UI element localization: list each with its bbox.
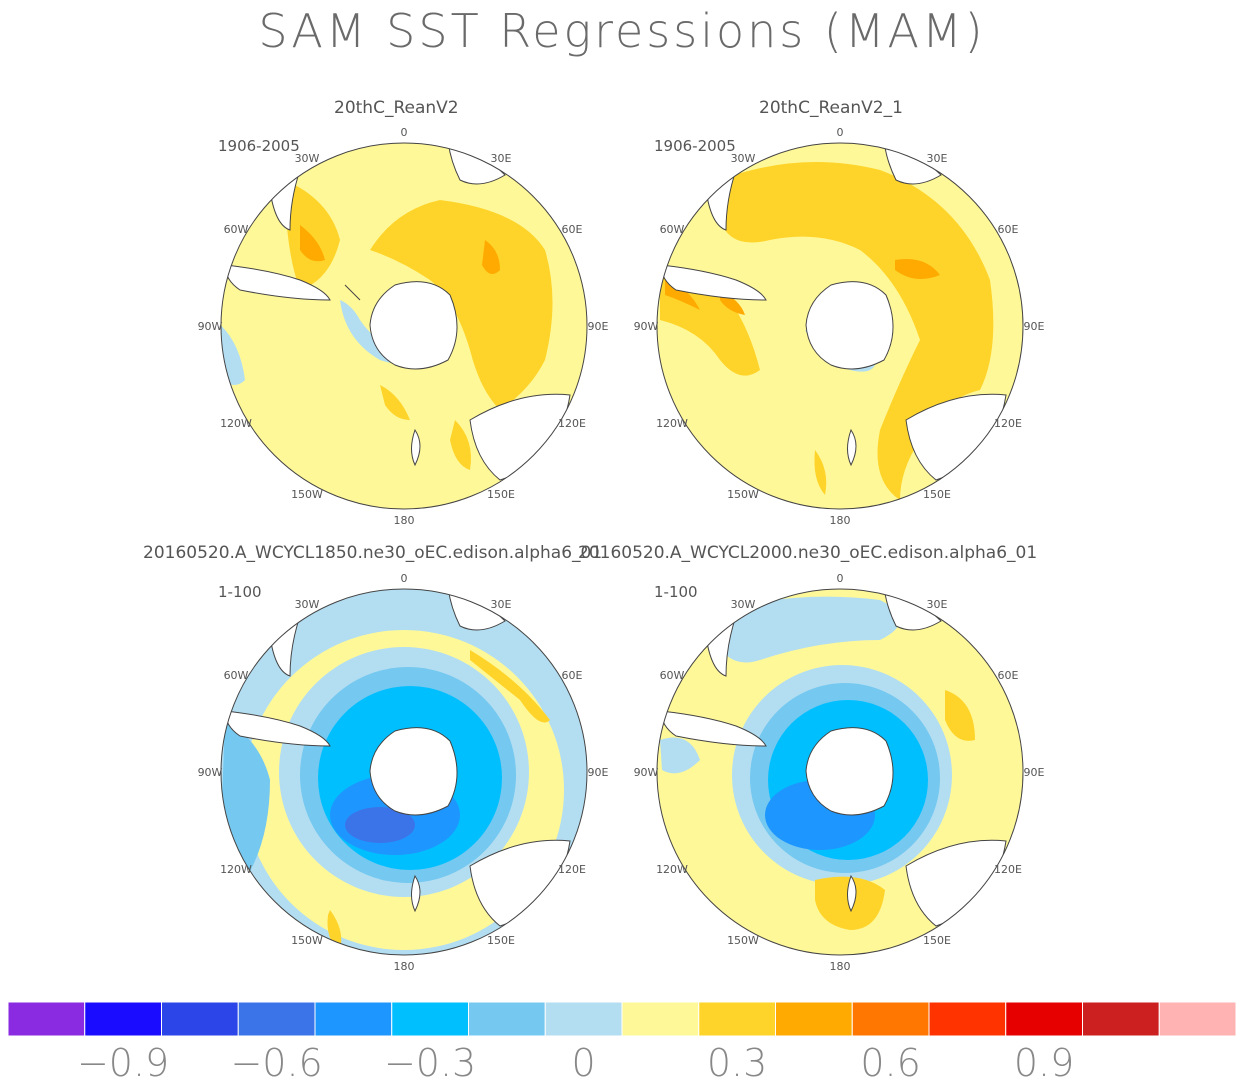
- colorbar-swatch-12: [928, 1001, 1007, 1037]
- lon-label-lon60w-panel2: 60W: [660, 223, 685, 236]
- main-title: SAM SST Regressions (MAM): [258, 4, 986, 58]
- lon-label-lon120w-panel1: 120W: [220, 417, 252, 430]
- colorbar-swatch-10: [775, 1001, 853, 1037]
- lon-label-lon30e-panel2: 30E: [927, 152, 948, 165]
- lon-label-lon120w-panel2: 120W: [656, 417, 688, 430]
- lon-label-lon180-panel2: 180: [830, 514, 851, 527]
- lon-label-lon60e-panel4: 60E: [998, 669, 1019, 682]
- colorbar: −0.9 −0.6 −0.3 0 0.3 0.6 0.9: [7, 1001, 1237, 1082]
- lon-label-lon30w-panel4: 30W: [731, 598, 756, 611]
- lon-label-lon0-panel2: 0: [837, 126, 844, 139]
- colorbar-swatch-3: [237, 1001, 316, 1037]
- lon-label-lon90e-panel2: 90E: [1024, 320, 1045, 333]
- lon-label-lon60e-panel1: 60E: [562, 223, 583, 236]
- colorbar-label-4: 0.3: [707, 1041, 767, 1082]
- colorbar-swatch-8: [621, 1001, 700, 1037]
- land-2: [660, 143, 1007, 481]
- colorbar-swatch-9: [698, 1001, 776, 1037]
- period-label-3: 1-100: [218, 583, 262, 601]
- colorbar-swatch-2: [161, 1001, 239, 1037]
- lon-label-lon60e-panel2: 60E: [998, 223, 1019, 236]
- colorbar-label-3: 0: [572, 1041, 596, 1082]
- lon-label-lon90e-panel1: 90E: [588, 320, 609, 333]
- lon-label-lon90e-panel4: 90E: [1024, 766, 1045, 779]
- lon-label-lon90w-panel1: 90W: [198, 320, 223, 333]
- lon-label-lon150e-panel2: 150E: [923, 488, 951, 501]
- colorbar-label-2: −0.3: [384, 1041, 476, 1082]
- colorbar-label-5: 0.6: [860, 1041, 920, 1082]
- lon-label-lon30e-panel3: 30E: [491, 598, 512, 611]
- period-label-4: 1-100: [654, 583, 698, 601]
- colorbar-swatch-1: [84, 1001, 162, 1037]
- lon-label-lon150e-panel4: 150E: [923, 934, 951, 947]
- land-1: [224, 143, 571, 481]
- lon-label-lon180-panel1: 180: [394, 514, 415, 527]
- lon-label-lon120w-panel4: 120W: [656, 863, 688, 876]
- colorbar-swatch-11: [851, 1001, 930, 1037]
- colorbar-swatch-14: [1082, 1001, 1160, 1037]
- lon-label-lon150e-panel1: 150E: [487, 488, 515, 501]
- lon-label-lon60w-panel1: 60W: [224, 223, 249, 236]
- lon-label-lon30e-panel4: 30E: [927, 598, 948, 611]
- colorbar-label-1: −0.6: [230, 1041, 322, 1082]
- lon-label-lon90w-panel2: 90W: [634, 320, 659, 333]
- colorbar-swatch-0: [7, 1001, 86, 1037]
- lon-label-lon60e-panel3: 60E: [562, 669, 583, 682]
- lon-label-lon0-panel3: 0: [401, 572, 408, 585]
- colorbar-swatch-13: [1005, 1001, 1083, 1037]
- lon-label-lon150w-panel1: 150W: [291, 488, 323, 501]
- lon-label-lon180-panel3: 180: [394, 960, 415, 973]
- lon-label-lon30e-panel1: 30E: [491, 152, 512, 165]
- colorbar-swatch-15: [1158, 1001, 1237, 1037]
- period-label-2: 1906-2005: [654, 137, 736, 155]
- lon-label-lon60w-panel4: 60W: [660, 669, 685, 682]
- lon-label-lon120e-panel3: 120E: [558, 863, 586, 876]
- lon-label-lon30w-panel1: 30W: [295, 152, 320, 165]
- period-label-1: 1906-2005: [218, 137, 300, 155]
- lon-label-lon150e-panel3: 150E: [487, 934, 515, 947]
- lon-label-lon120e-panel4: 120E: [994, 863, 1022, 876]
- colorbar-swatch-5: [391, 1001, 469, 1037]
- lon-label-lon120e-panel1: 120E: [558, 417, 586, 430]
- lon-label-lon90w-panel4: 90W: [634, 766, 659, 779]
- lon-label-lon30w-panel3: 30W: [295, 598, 320, 611]
- lon-label-lon150w-panel2: 150W: [727, 488, 759, 501]
- colorbar-swatch-4: [314, 1001, 393, 1037]
- lon-label-lon90e-panel3: 90E: [588, 766, 609, 779]
- colorbar-label-6: 0.9: [1014, 1041, 1074, 1082]
- panel-title-3: 20160520.A_WCYCL1850.ne30_oEC.edison.alp…: [143, 543, 603, 563]
- lon-label-lon150w-panel4: 150W: [727, 934, 759, 947]
- panel-title-2: 20thC_ReanV2_1: [759, 98, 903, 118]
- colorbar-swatch-6: [468, 1001, 546, 1037]
- panel-title-1: 20thC_ReanV2: [334, 98, 459, 118]
- lon-label-lon0-panel1: 0: [401, 126, 408, 139]
- lon-label-lon60w-panel3: 60W: [224, 669, 249, 682]
- lon-label-lon120w-panel3: 120W: [220, 863, 252, 876]
- lon-label-lon120e-panel2: 120E: [994, 417, 1022, 430]
- lon-label-lon150w-panel3: 150W: [291, 934, 323, 947]
- colorbar-label-0: −0.9: [77, 1041, 169, 1082]
- lon-label-lon90w-panel3: 90W: [198, 766, 223, 779]
- colorbar-swatch-7: [544, 1001, 623, 1037]
- panel-title-4: 20160520.A_WCYCL2000.ne30_oEC.edison.alp…: [578, 543, 1038, 563]
- lon-label-lon30w-panel2: 30W: [731, 152, 756, 165]
- lon-label-lon0-panel4: 0: [837, 572, 844, 585]
- lon-label-lon180-panel4: 180: [830, 960, 851, 973]
- longitude-labels: 0 30E 60E 90E 120E 150E 180 150W 120W 90W 60W 30W 0 3…: [198, 126, 1045, 973]
